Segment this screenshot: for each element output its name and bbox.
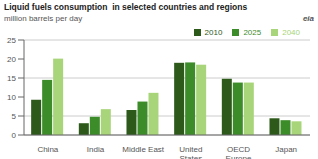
html-text:2010: 2010 xyxy=(204,28,223,37)
html-text:million barrels per day: million barrels per day xyxy=(4,14,83,23)
svg-text:OECDEurope: OECDEurope xyxy=(226,145,252,159)
svg-text:5: 5 xyxy=(12,112,17,121)
svg-text:20: 20 xyxy=(8,55,17,64)
svg-text:15: 15 xyxy=(8,74,17,83)
svg-text:Middle East: Middle East xyxy=(122,145,165,154)
svg-text:Japan: Japan xyxy=(275,145,297,154)
svg-text:25: 25 xyxy=(8,36,17,45)
svg-text:UnitedStates: UnitedStates xyxy=(179,145,202,159)
html-text:eia: eia xyxy=(302,14,314,23)
svg-text:China: China xyxy=(37,145,58,154)
svg-text:10: 10 xyxy=(8,93,17,102)
html-text:2025: 2025 xyxy=(243,28,262,37)
html-text:Liquid fuels consumption in se: Liquid fuels consumption in selected cou… xyxy=(4,2,248,12)
html-text:2040: 2040 xyxy=(282,28,300,37)
svg-text:India: India xyxy=(87,145,105,154)
svg-text:0: 0 xyxy=(12,131,17,140)
